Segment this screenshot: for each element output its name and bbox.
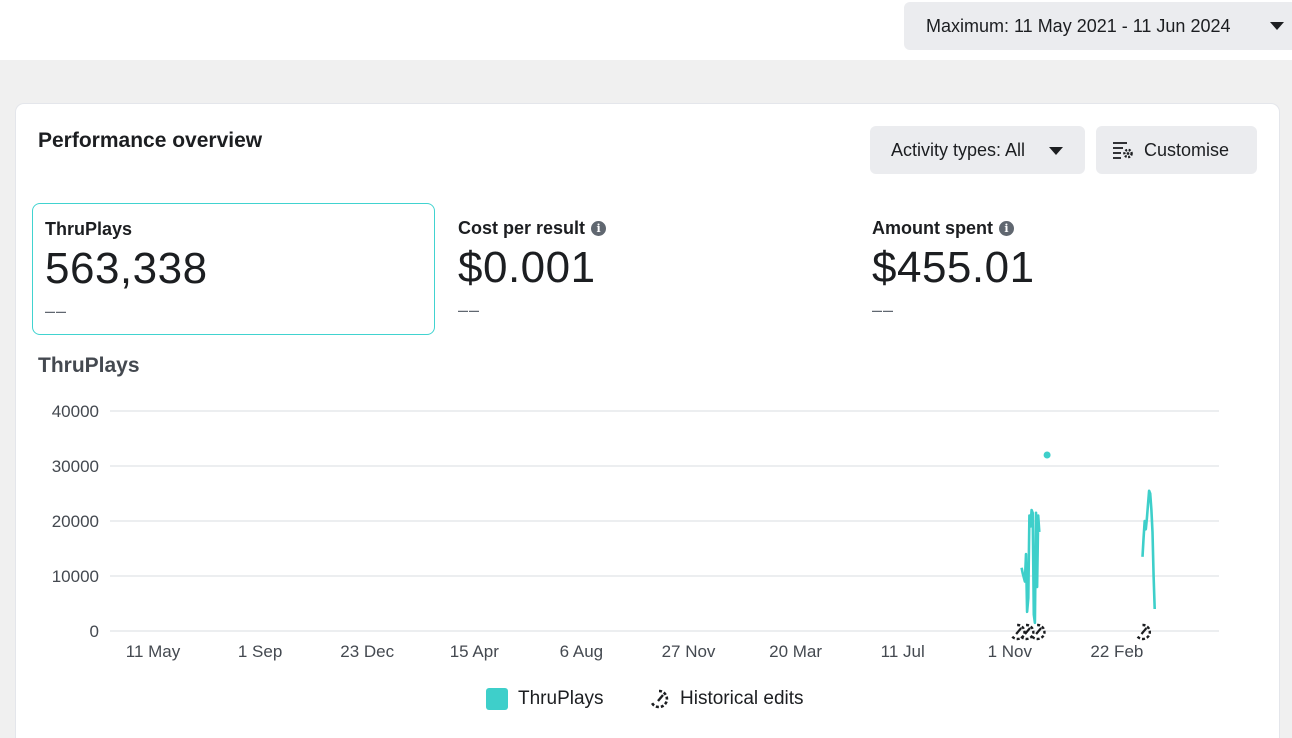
metric-amount-spent[interactable]: Amount spent i $455.01 ––: [860, 203, 1260, 335]
series-line: [1141, 489, 1156, 610]
customise-label: Customise: [1144, 139, 1230, 160]
metric-cost-per-result[interactable]: Cost per result i $0.001 ––: [446, 203, 846, 335]
historical-edit-icon[interactable]: [1018, 623, 1035, 641]
y-tick-label: 40000: [52, 402, 99, 421]
x-tick-label: 6 Aug: [560, 642, 604, 661]
legend-label: Historical edits: [680, 688, 804, 709]
historical-edit-icon[interactable]: [1010, 623, 1026, 641]
metric-value: $455.01: [872, 243, 1035, 292]
legend-label: ThruPlays: [518, 688, 604, 709]
data-point: [1043, 451, 1051, 459]
metric-delta: ––: [45, 301, 68, 321]
metric-label: ThruPlays: [45, 219, 133, 239]
metric-label: Cost per result i: [458, 218, 607, 239]
legend-thruplays[interactable]: ThruPlays: [486, 688, 604, 710]
info-icon[interactable]: i: [591, 221, 607, 236]
activity-types-label: Activity types: All: [891, 139, 1026, 160]
x-tick-label: 23 Dec: [340, 642, 394, 661]
historical-edit-icon[interactable]: [1135, 623, 1151, 641]
y-tick-label: 20000: [52, 512, 99, 531]
x-tick-label: 22 Feb: [1090, 642, 1143, 661]
y-tick-label: 10000: [52, 567, 99, 586]
x-tick-label: 1 Nov: [988, 642, 1033, 661]
performance-overview-card: Performance overview Activity types: All…: [16, 104, 1279, 738]
thruplays-swatch: [486, 688, 508, 710]
metric-value: $0.001: [458, 243, 596, 292]
x-tick-label: 27 Nov: [662, 642, 716, 661]
historical-edit-icon[interactable]: [1030, 623, 1046, 641]
y-tick-label: 0: [90, 622, 99, 641]
x-tick-label: 11 Jul: [881, 642, 925, 661]
series-line: [1020, 508, 1041, 625]
chevron-down-icon: [1270, 22, 1284, 30]
x-tick-label: 15 Apr: [450, 642, 499, 661]
customise-settings-icon: [1113, 142, 1133, 159]
x-tick-label: 1 Sep: [238, 642, 282, 661]
chevron-down-icon: [1049, 147, 1063, 155]
customise-button[interactable]: Customise: [1096, 126, 1257, 174]
info-icon[interactable]: i: [999, 221, 1014, 236]
date-range-label: Maximum: 11 May 2021 - 11 Jun 2024: [926, 15, 1231, 36]
metric-delta: ––: [872, 300, 895, 320]
activity-types-dropdown[interactable]: Activity types: All: [870, 126, 1085, 174]
date-range-dropdown[interactable]: Maximum: 11 May 2021 - 11 Jun 2024: [904, 2, 1292, 50]
top-bar: Maximum: 11 May 2021 - 11 Jun 2024: [0, 0, 1292, 60]
legend-historical-edits[interactable]: Historical edits: [648, 688, 804, 710]
metric-label: Amount spent i: [872, 218, 1014, 239]
metric-thruplays[interactable]: ThruPlays 563,338 ––: [32, 203, 435, 335]
card-title: Performance overview: [38, 129, 263, 152]
metric-delta: ––: [458, 300, 481, 320]
y-tick-label: 30000: [52, 457, 99, 476]
metric-value: 563,338: [45, 244, 208, 293]
x-tick-label: 20 Mar: [769, 642, 822, 661]
x-tick-label: 11 May: [126, 642, 181, 661]
chart-title: ThruPlays: [38, 354, 140, 377]
historical-edit-icon: [650, 689, 669, 709]
